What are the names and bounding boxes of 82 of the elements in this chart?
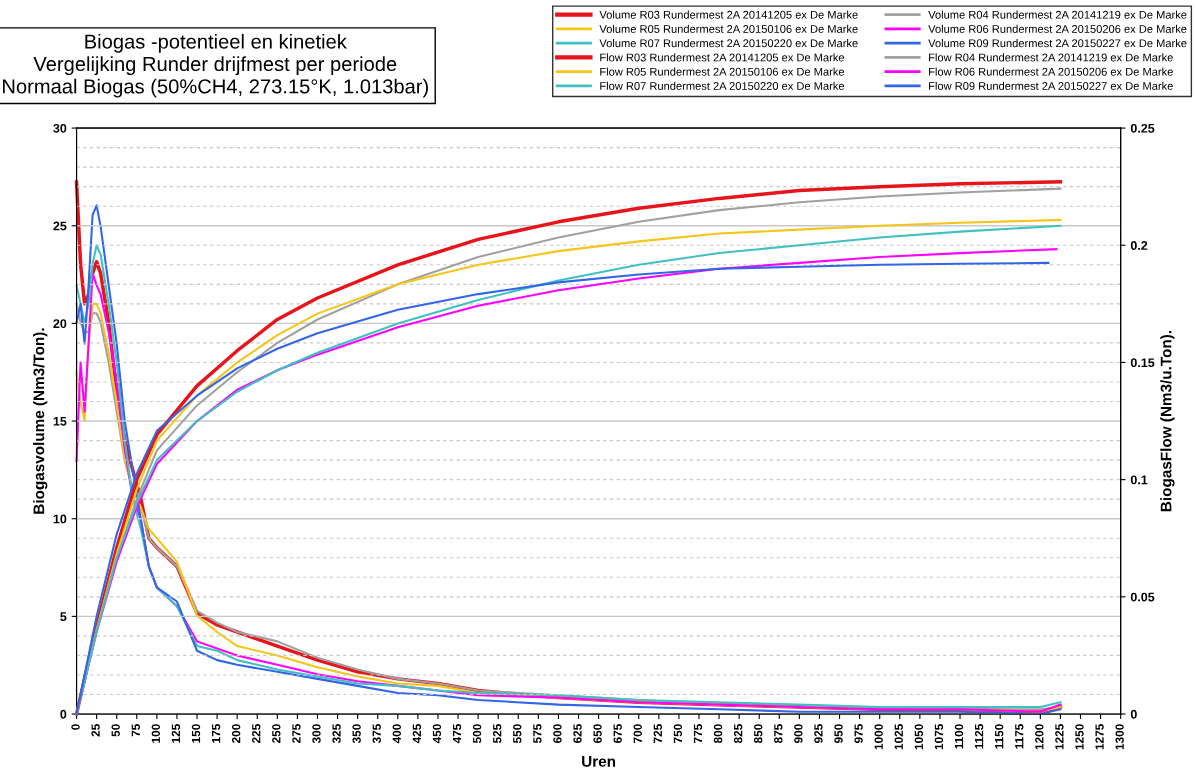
- x-tick-label: 1225: [1055, 724, 1064, 750]
- x-tick-label: 1275: [1095, 724, 1104, 750]
- x-tick-label: 75: [131, 724, 140, 737]
- x-tick-label: 1175: [1015, 724, 1024, 749]
- legend-label: Flow R06 Rundermest 2A 20150206 ex De Marke: [929, 67, 1173, 76]
- x-tick-label: 375: [372, 724, 381, 744]
- y-tick-label: 20: [53, 319, 67, 329]
- y-tick-label: 5: [60, 612, 67, 622]
- x-tick-label: 800: [713, 724, 723, 744]
- x-tick-label: 300: [312, 724, 321, 744]
- x-tick-label: 1050: [914, 724, 924, 750]
- y2-tick-label: 0.25: [1130, 123, 1155, 133]
- x-tick-label: 750: [673, 724, 683, 743]
- y2-tick-label: 0.15: [1130, 358, 1155, 368]
- legend-label: Volume R07 Rundermest 2A 20150220 ex De Marke: [599, 39, 858, 48]
- x-tick-label: 675: [613, 724, 622, 744]
- x-tick-label: 525: [493, 724, 502, 744]
- x-tick-label: 1300: [1115, 724, 1124, 750]
- x-tick-label: 250: [272, 724, 281, 744]
- legend-label: Volume R05 Rundermest 2A 20150106 ex De Marke: [599, 24, 858, 33]
- y-tick-label: 15: [53, 416, 67, 426]
- x-tick-label: 125: [171, 724, 181, 743]
- x-tick-label: 575: [533, 724, 542, 744]
- chart-title: Biogas -potentieel en kinetiek Vergelijking Runder drijfmest per periode Normaal Biogas (50%CH4, 273.15°K, 1.013bar): [3, 33, 428, 98]
- y2-tick-label: 0.2: [1130, 241, 1148, 250]
- x-tick-label: 400: [392, 724, 401, 744]
- x-tick-label: 200: [231, 724, 241, 744]
- x-tick-label: 1200: [1035, 724, 1044, 750]
- x-tick-label: 1150: [994, 724, 1004, 749]
- x-tick-label: 775: [693, 724, 703, 743]
- x-tick-label: 1100: [954, 724, 964, 749]
- legend-label: Volume R09 Rundermest 2A 20150227 ex De Marke: [928, 39, 1187, 48]
- legend-label: Volume R03 Rundermest 2A 20141205 ex De Marke: [599, 10, 858, 19]
- legend-label: Flow R09 Rundermest 2A 20150227 ex De Marke: [929, 81, 1173, 90]
- legend-label: Flow R03 Rundermest 2A 20141205 ex De Marke: [600, 53, 845, 62]
- y2-tick-label: 0.05: [1130, 592, 1155, 602]
- x-tick-label: 350: [352, 724, 361, 744]
- x-tick-label: 50: [111, 724, 120, 737]
- x-tick-label: 25: [91, 724, 100, 737]
- x-tick-label: 650: [593, 724, 602, 744]
- x-tick-label: 175: [212, 724, 221, 743]
- x-tick-label: 950: [834, 724, 843, 744]
- x-tick-label: 825: [733, 724, 743, 744]
- x-tick-label: 625: [573, 724, 582, 744]
- legend-label: Volume R06 Rundermest 2A 20150206 ex De Marke: [928, 24, 1187, 33]
- y-tick-label: 0: [60, 709, 67, 719]
- legend-label: Flow R04 Rundermest 2A 20141219 ex De Marke: [929, 53, 1173, 62]
- x-axis-title: Uren: [582, 756, 616, 767]
- y2-axis-title: BiogasFlow (Nm3/u.Ton).: [1160, 331, 1175, 512]
- legend-label: Flow R05 Rundermest 2A 20150106 ex De Marke: [600, 67, 845, 76]
- x-tick-label: 1125: [974, 724, 984, 749]
- x-tick-label: 275: [292, 724, 301, 744]
- x-tick-label: 1000: [874, 724, 883, 750]
- x-tick-label: 900: [794, 724, 803, 744]
- x-tick-label: 700: [633, 724, 642, 743]
- y2-tick-label: 0.1: [1130, 475, 1148, 485]
- x-tick-label: 500: [472, 724, 482, 744]
- legend-label: Flow R07 Rundermest 2A 20150220 ex De Marke: [600, 81, 845, 90]
- y2-tick-label: 0: [1130, 709, 1137, 719]
- x-tick-label: 225: [252, 724, 261, 744]
- x-tick-label: 100: [151, 724, 161, 743]
- x-tick-label: 725: [653, 724, 662, 743]
- x-tick-label: 975: [854, 724, 863, 744]
- x-tick-label: 0: [71, 724, 80, 730]
- y-axis-title: Biogasvolume (Nm3/Ton).: [33, 328, 48, 514]
- x-tick-label: 600: [553, 724, 562, 744]
- x-tick-label: 450: [432, 724, 442, 744]
- x-tick-label: 425: [412, 724, 422, 744]
- x-tick-label: 925: [814, 724, 823, 744]
- x-tick-label: 1075: [934, 724, 944, 750]
- y-tick-label: 10: [53, 514, 67, 524]
- x-tick-label: 850: [754, 724, 763, 744]
- x-tick-label: 1025: [894, 724, 903, 750]
- y-tick-label: 25: [53, 221, 67, 231]
- x-tick-label: 875: [774, 724, 783, 744]
- x-tick-label: 550: [513, 724, 522, 744]
- y-tick-label: 30: [53, 123, 67, 133]
- x-tick-label: 475: [452, 724, 462, 744]
- x-tick-label: 150: [191, 724, 201, 743]
- legend-label: Volume R04 Rundermest 2A 20141219 ex De Marke: [928, 10, 1187, 19]
- x-tick-label: 325: [332, 724, 341, 744]
- x-tick-label: 1250: [1075, 724, 1084, 750]
